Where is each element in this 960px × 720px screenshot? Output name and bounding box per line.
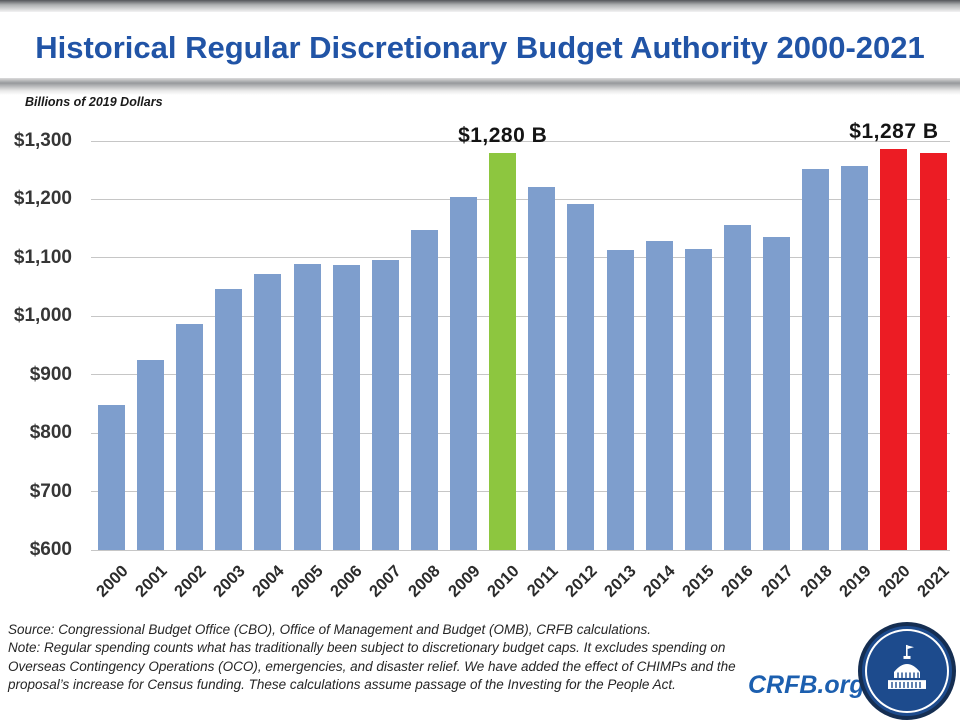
bar-2004 xyxy=(254,274,282,550)
y-axis-units-label: Billions of 2019 Dollars xyxy=(25,95,163,109)
bar-2005 xyxy=(293,263,321,550)
bar-2020 xyxy=(880,148,908,550)
footnotes: Source: Congressional Budget Office (CBO… xyxy=(8,621,752,694)
bar-2012 xyxy=(567,204,595,550)
source-note: Source: Congressional Budget Office (CBO… xyxy=(8,622,652,637)
gridline-1100 xyxy=(91,257,950,259)
gridline-800 xyxy=(91,432,950,434)
capitol-building-icon xyxy=(888,644,926,689)
gridline-900 xyxy=(91,374,950,376)
bar-2019 xyxy=(841,165,869,550)
page-title: Historical Regular Discretionary Budget … xyxy=(35,30,925,65)
data-label-2010: $1,280 B xyxy=(458,123,548,147)
gridline-1300 xyxy=(91,140,950,142)
bar-2009 xyxy=(450,196,478,550)
y-tick-label-1100: $1,100 xyxy=(13,246,72,268)
header-bottom-shadow xyxy=(0,78,960,95)
bar-2016 xyxy=(723,224,751,550)
gridline-700 xyxy=(91,491,950,493)
bar-2000 xyxy=(98,405,125,550)
y-tick-label-1200: $1,200 xyxy=(13,188,72,210)
y-tick-label-1300: $1,300 xyxy=(13,130,72,151)
bar-2014 xyxy=(645,240,673,550)
crfb-logo xyxy=(858,622,956,720)
methodology-note: Note: Regular spending counts what has t… xyxy=(8,640,736,693)
bar-2021 xyxy=(919,153,947,550)
bar-2002 xyxy=(176,324,204,550)
gridline-1000 xyxy=(91,315,950,317)
bar-2007 xyxy=(371,259,399,550)
bar-2006 xyxy=(332,264,360,550)
data-label-2020: $1,287 B xyxy=(849,119,939,143)
y-tick-label-1000: $1,000 xyxy=(13,305,72,327)
bar-2010 xyxy=(489,152,517,550)
bar-2011 xyxy=(528,186,556,550)
y-tick-label-900: $900 xyxy=(29,363,72,385)
crfb-org-link[interactable]: CRFB.org xyxy=(748,671,865,699)
bar-2008 xyxy=(410,230,438,550)
header-top-shadow xyxy=(0,0,960,12)
bar-2001 xyxy=(137,360,165,550)
bar-2013 xyxy=(606,250,634,550)
bar-2018 xyxy=(802,169,830,550)
bar-2003 xyxy=(215,289,243,550)
y-tick-label-700: $700 xyxy=(29,480,72,502)
logo-ring xyxy=(865,629,949,713)
bar-2015 xyxy=(684,249,712,550)
gridline-1200 xyxy=(91,198,950,200)
y-tick-label-600: $600 xyxy=(29,539,72,560)
y-tick-label-800: $800 xyxy=(29,422,72,444)
bar-2017 xyxy=(763,236,791,550)
gridline-600 xyxy=(91,549,950,551)
